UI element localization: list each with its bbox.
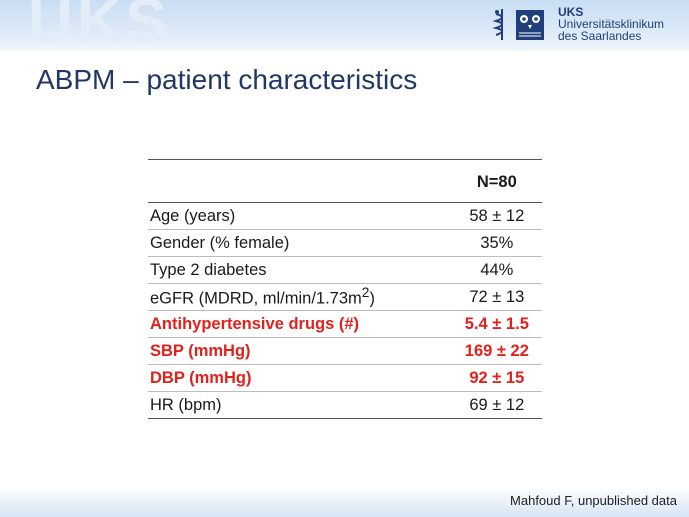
row-value: 5.4 ± 1.5 bbox=[451, 310, 542, 338]
logo-line-2: des Saarlandes bbox=[558, 29, 642, 43]
egfr-label-end: ) bbox=[369, 289, 375, 308]
row-label: SBP (mmHg) bbox=[148, 337, 452, 365]
logo-abbr: UKS bbox=[558, 5, 584, 19]
table-row-antihypertensive-drugs: Antihypertensive drugs (#) 5.4 ± 1.5 bbox=[148, 310, 542, 338]
table-row-gender: Gender (% female) 35% bbox=[148, 229, 542, 257]
row-label: DBP (mmHg) bbox=[148, 364, 452, 392]
watermark: UKS bbox=[28, 0, 171, 56]
egfr-label-superscript: 2 bbox=[361, 285, 370, 301]
row-value: 35% bbox=[451, 229, 542, 257]
table-header-row: N=80 bbox=[148, 159, 542, 203]
egfr-label-text: eGFR (MDRD, ml/min/1.73m bbox=[150, 289, 362, 308]
row-value: 72 ± 13 bbox=[451, 283, 542, 311]
patient-characteristics-table: N=80 Age (years) 58 ± 12 Gender (% femal… bbox=[148, 159, 542, 419]
row-value: 44% bbox=[451, 256, 542, 284]
row-label: HR (bpm) bbox=[148, 391, 452, 419]
row-label: Gender (% female) bbox=[148, 229, 452, 257]
logo-emblem-icon bbox=[492, 6, 548, 42]
table-row-sbp: SBP (mmHg) 169 ± 22 bbox=[148, 337, 542, 365]
row-value: 58 ± 12 bbox=[451, 202, 542, 230]
slide-title: ABPM – patient characteristics bbox=[36, 64, 418, 95]
source-citation: Mahfoud F, unpublished data bbox=[510, 493, 677, 508]
header-n-cell: N=80 bbox=[451, 159, 542, 203]
row-label: Type 2 diabetes bbox=[148, 256, 452, 284]
row-value: 69 ± 12 bbox=[451, 391, 542, 419]
table-row-hr: HR (bpm) 69 ± 12 bbox=[148, 391, 542, 419]
table-row-diabetes: Type 2 diabetes 44% bbox=[148, 256, 542, 284]
aesculapian-and-owl-icon bbox=[492, 9, 544, 40]
row-value: 92 ± 15 bbox=[451, 364, 542, 392]
row-label: eGFR (MDRD, ml/min/1.73m2) bbox=[148, 283, 452, 311]
row-label: Age (years) bbox=[148, 202, 452, 230]
logo-line-1: Universitätsklinikum bbox=[558, 17, 665, 31]
header-label-cell bbox=[148, 159, 452, 203]
row-value: 169 ± 22 bbox=[451, 337, 542, 365]
row-label: Antihypertensive drugs (#) bbox=[148, 310, 452, 338]
logo-text: UKS Universitätsklinikum des Saarlandes bbox=[558, 6, 664, 42]
uks-logo: UKS Universitätsklinikum des Saarlandes bbox=[492, 6, 664, 42]
table-row-egfr: eGFR (MDRD, ml/min/1.73m2) 72 ± 13 bbox=[148, 283, 542, 311]
table-row-dbp: DBP (mmHg) 92 ± 15 bbox=[148, 364, 542, 392]
footer-band bbox=[0, 487, 689, 517]
header-band: UKS UKS Universitätsklinikum des Saarlan… bbox=[0, 0, 689, 56]
table-row-age: Age (years) 58 ± 12 bbox=[148, 202, 542, 230]
